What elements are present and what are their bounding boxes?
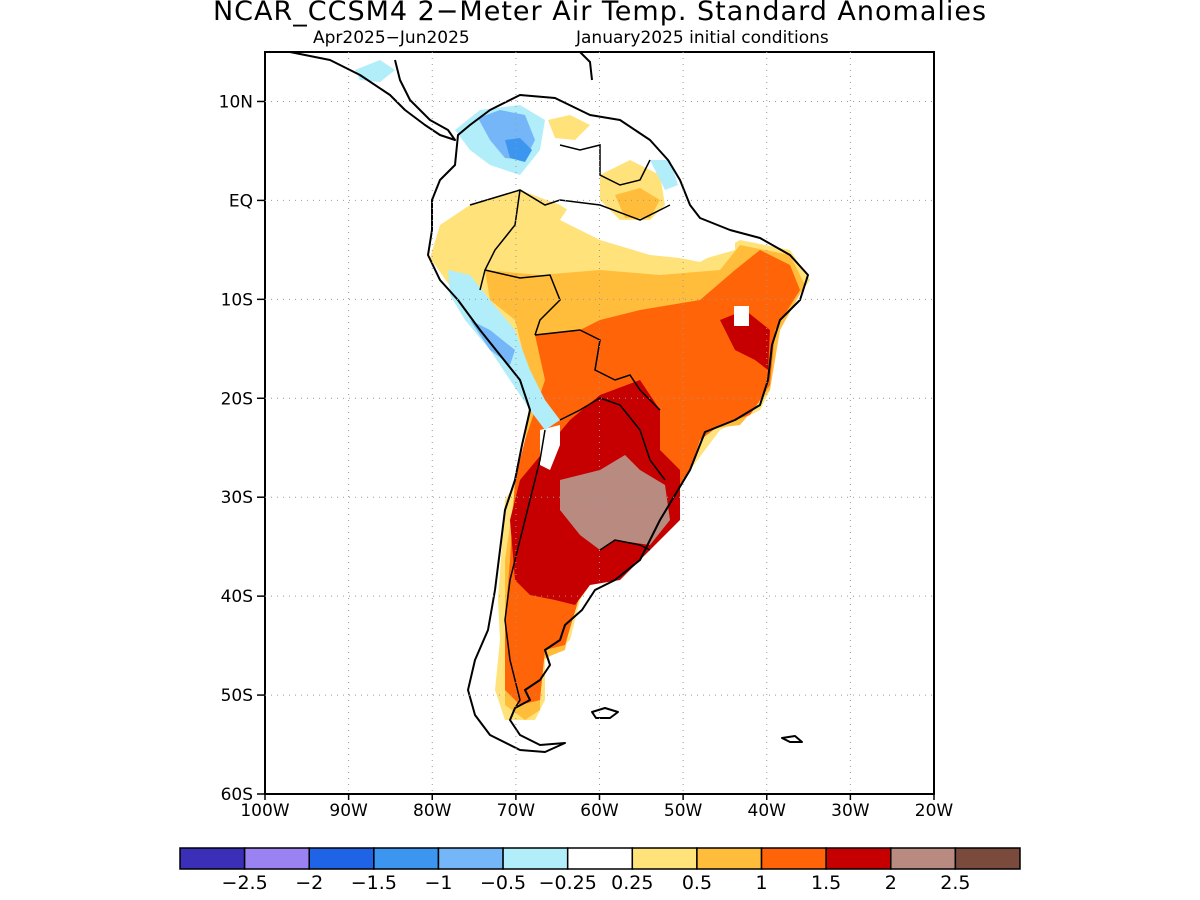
lon-tick-label: 60W bbox=[580, 801, 619, 821]
anomaly-region-north-1 bbox=[615, 188, 660, 218]
colorbar-label: 2.5 bbox=[940, 872, 970, 894]
colorbar-swatch bbox=[760, 847, 827, 870]
colorbar-swatch bbox=[825, 847, 892, 870]
anomaly-region-2-east bbox=[720, 310, 770, 370]
colorbar-swatch bbox=[696, 847, 763, 870]
colorbar-label: −0.5 bbox=[480, 872, 526, 894]
south-america-coastline bbox=[427, 94, 809, 753]
anomaly-region-neutral-andes bbox=[540, 425, 560, 470]
colorbar-label: 0.25 bbox=[611, 872, 653, 894]
colorbar-swatch bbox=[437, 847, 504, 870]
colorbar-label: 2 bbox=[885, 872, 897, 894]
south-georgia bbox=[781, 735, 803, 743]
lon-tick-label: 50W bbox=[664, 801, 703, 821]
lon-tick-label: 90W bbox=[329, 801, 368, 821]
lat-tick-label: 60S bbox=[221, 785, 253, 805]
lon-tick-label: 30W bbox=[831, 801, 870, 821]
falkland-islands bbox=[591, 707, 619, 719]
coastlines bbox=[289, 52, 809, 753]
colorbar-label: −0.25 bbox=[539, 872, 597, 894]
colorbar-label: −2 bbox=[295, 872, 323, 894]
latitude-axis: 10N EQ 10S 20S 30S 40S 50S 60S bbox=[219, 92, 265, 805]
lon-tick-label: 80W bbox=[413, 801, 452, 821]
lon-tick-label: 40W bbox=[748, 801, 787, 821]
gridlines bbox=[265, 52, 934, 794]
colorbar-swatch bbox=[502, 847, 569, 870]
lon-tick-label: 100W bbox=[240, 801, 289, 821]
colorbar-swatch bbox=[373, 847, 440, 870]
anomaly-region-neg-guiana bbox=[650, 160, 678, 190]
colorbar-swatch bbox=[566, 847, 634, 870]
lat-tick-label: 10N bbox=[219, 92, 253, 112]
colorbar-label: 1 bbox=[755, 872, 767, 894]
colorbar-swatch bbox=[631, 847, 698, 870]
colorbar-swatch bbox=[243, 847, 310, 870]
lat-tick-label: 40S bbox=[221, 587, 253, 607]
season-subtitle: Apr2025−Jun2025 bbox=[313, 28, 470, 48]
anomaly-region-neg-mexico bbox=[355, 60, 395, 82]
colorbar-label: 1.5 bbox=[811, 872, 841, 894]
colorbar-swatch bbox=[308, 847, 375, 870]
anomaly-region-neg-1 bbox=[505, 138, 532, 162]
lon-tick-label: 70W bbox=[497, 801, 536, 821]
lat-tick-label: 50S bbox=[221, 686, 253, 706]
anomaly-region-2.5 bbox=[560, 455, 670, 550]
anomaly-region-neutral-box bbox=[734, 306, 749, 326]
anomaly-region-venezuela-0.5 bbox=[548, 115, 590, 140]
colorbar-label: −2.5 bbox=[222, 872, 268, 894]
anomaly-region-neutral-amazon bbox=[560, 200, 735, 260]
colorbar-label: −1 bbox=[424, 872, 452, 894]
lon-tick-label: 20W bbox=[915, 801, 954, 821]
colorbar-label: 0.5 bbox=[682, 872, 712, 894]
lat-tick-label: 10S bbox=[221, 290, 253, 310]
colorbar-label: −1.5 bbox=[351, 872, 397, 894]
anomaly-field bbox=[355, 60, 810, 720]
chart-title: NCAR_CCSM4 2−Meter Air Temp. Standard An… bbox=[212, 0, 988, 27]
colorbar-swatch bbox=[179, 847, 246, 870]
initial-conditions-subtitle: January2025 initial conditions bbox=[576, 28, 829, 48]
longitude-axis: 100W 90W 80W 70W 60W 50W 40W 30W 20W bbox=[240, 794, 953, 821]
lat-tick-label: 30S bbox=[221, 488, 253, 508]
colorbar: −2.5 −2 −1.5 −1 −0.5 −0.25 0.25 0.5 1 1.5 2 2.5 bbox=[179, 847, 1021, 894]
cuba-coast bbox=[579, 52, 593, 81]
colorbar-swatch bbox=[954, 847, 1021, 870]
lat-tick-label: EQ bbox=[229, 191, 253, 211]
lat-tick-label: 20S bbox=[221, 389, 253, 409]
colorbar-swatch bbox=[890, 847, 957, 870]
central-america-coastline bbox=[289, 52, 456, 141]
